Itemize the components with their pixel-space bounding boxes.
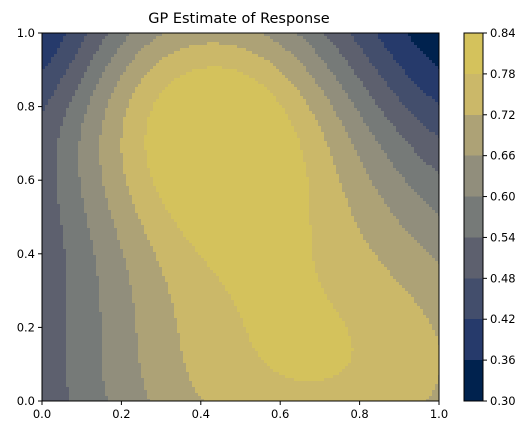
colorbar: 0.30 0.36 0.42 0.48 0.54 0.60 0.66 0.72 0.78 0.84 <box>463 26 516 408</box>
y-tick-label: 0.6 <box>17 173 35 187</box>
colorbar-tick-label: 0.84 <box>490 26 516 40</box>
x-tick-label: 1.0 <box>430 407 448 421</box>
contour-band-6 <box>99 33 439 401</box>
plot-axes: 0.0 0.2 0.4 0.6 0.8 1.0 0.0 0.2 0.4 0.6 0.8 1.0 <box>17 26 448 421</box>
colorbar-swatch-4 <box>464 196 483 238</box>
x-tick-label: 0.0 <box>33 407 51 421</box>
colorbar-tick-label: 0.42 <box>490 312 516 326</box>
colorbar-tick-label: 0.78 <box>490 67 516 81</box>
colorbar-tick-label: 0.66 <box>490 149 516 163</box>
contour-band-7 <box>120 42 439 401</box>
contour-band-3 <box>42 33 439 401</box>
contour-band-5 <box>78 33 439 401</box>
x-tick-label: 0.8 <box>350 407 368 421</box>
contour-plot-area <box>42 33 439 401</box>
colorbar-swatch-1 <box>464 319 483 361</box>
colorbar-swatch-2 <box>464 278 483 320</box>
contour-band-4 <box>57 33 439 401</box>
y-tick-label: 0.2 <box>17 320 35 334</box>
colorbar-swatch-5 <box>464 155 483 197</box>
colorbar-swatch-8 <box>464 33 483 74</box>
colorbar-tick-label: 0.48 <box>490 271 516 285</box>
colorbar-swatch-7 <box>464 73 483 115</box>
colorbar-swatch-3 <box>464 237 483 279</box>
y-tick-label: 0.0 <box>17 394 35 408</box>
colorbar-tick-label: 0.30 <box>490 394 516 408</box>
plot-frame <box>41 32 440 402</box>
colorbar-swatch-6 <box>464 114 483 156</box>
colorbar-tick-label: 0.72 <box>490 108 516 122</box>
colorbar-tick-label: 0.36 <box>490 353 516 367</box>
x-tick-label: 0.2 <box>112 407 130 421</box>
contour-band-8 <box>144 66 354 381</box>
x-tick-label: 0.6 <box>271 407 289 421</box>
colorbar-tick-label: 0.60 <box>490 190 516 204</box>
colorbar-tick-label: 0.54 <box>490 230 516 244</box>
chart-title: GP Estimate of Response <box>148 11 330 27</box>
colorbar-swatch-0 <box>464 360 483 401</box>
x-tick-label: 0.4 <box>192 407 210 421</box>
y-tick-label: 0.4 <box>17 247 35 261</box>
colorbar-frame <box>463 32 484 402</box>
contour-band-1 <box>42 33 439 105</box>
y-tick-label: 1.0 <box>17 26 35 40</box>
y-tick-label: 0.8 <box>17 100 35 114</box>
